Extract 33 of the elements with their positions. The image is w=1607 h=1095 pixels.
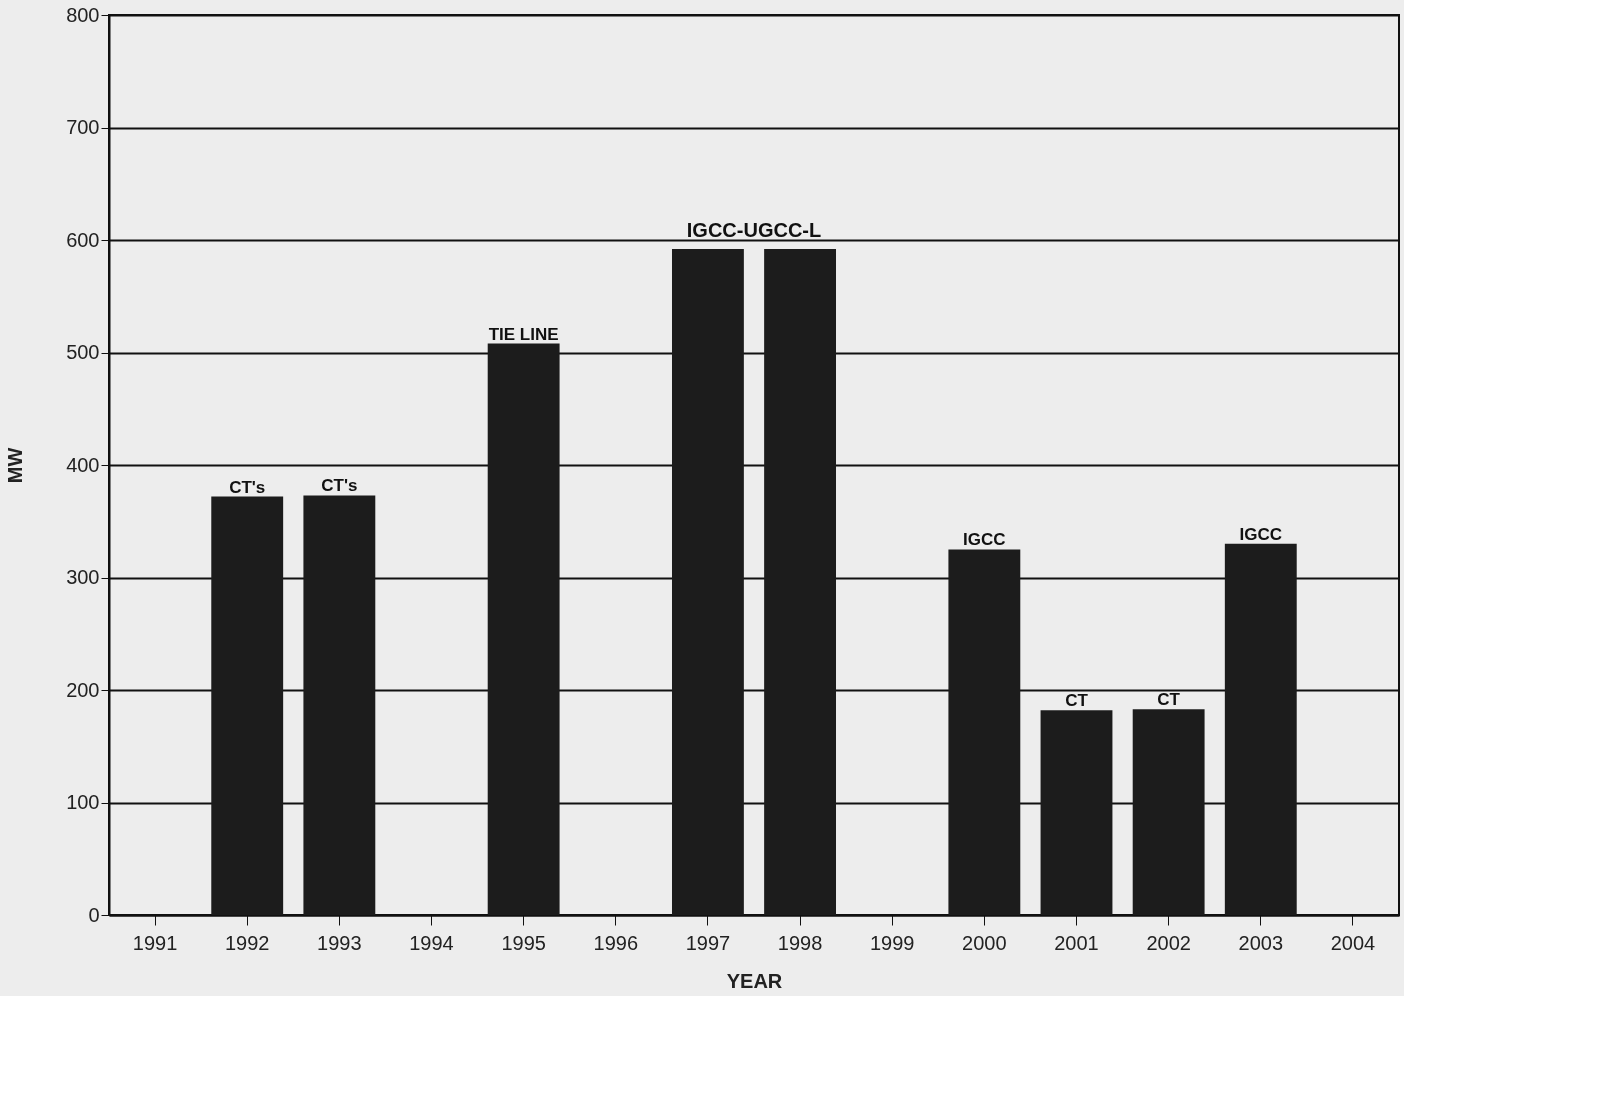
y-tick-label: 400 xyxy=(66,453,100,476)
x-tick-label: 2001 xyxy=(1054,931,1099,954)
annotation: IGCC-UGCC-L xyxy=(686,219,822,241)
data-label: TIE LINE xyxy=(488,324,559,344)
x-tick-label: 1995 xyxy=(501,931,546,954)
x-tick-label: 1992 xyxy=(224,931,270,954)
y-tick-label: 800 xyxy=(66,3,100,26)
x-tick-label: 1997 xyxy=(685,931,731,954)
data-label: CT's xyxy=(321,476,358,496)
y-axis-title: MW xyxy=(4,447,27,484)
x-tick-label: 1993 xyxy=(317,931,362,954)
x-tick-label: 1999 xyxy=(869,931,915,954)
y-tick-label: 200 xyxy=(66,678,100,701)
x-tick-label: 1994 xyxy=(409,931,454,954)
x-tick-label: 2003 xyxy=(1238,931,1284,954)
y-tick-label: 500 xyxy=(66,341,100,363)
x-tick-label: 1996 xyxy=(593,931,639,954)
y-tick-label: 600 xyxy=(66,228,100,251)
x-tick-label: 2004 xyxy=(1330,931,1376,954)
x-tick-label: 1991 xyxy=(132,931,178,954)
data-label: CT xyxy=(1157,690,1181,710)
x-tick-label: 2000 xyxy=(962,931,1007,954)
data-label: IGCC xyxy=(1239,524,1283,544)
y-tick-label: 700 xyxy=(66,116,100,138)
y-tick-label: 100 xyxy=(66,791,100,813)
y-tick-label: 0 xyxy=(88,903,100,926)
y-tick-label: 300 xyxy=(66,566,100,588)
x-axis-title: YEAR xyxy=(726,969,783,992)
x-tick-label: 2002 xyxy=(1146,931,1191,954)
data-label: CT xyxy=(1065,691,1089,711)
data-label: CT's xyxy=(229,477,266,497)
x-tick-label: 1998 xyxy=(777,931,823,954)
data-label: IGCC xyxy=(963,530,1006,550)
